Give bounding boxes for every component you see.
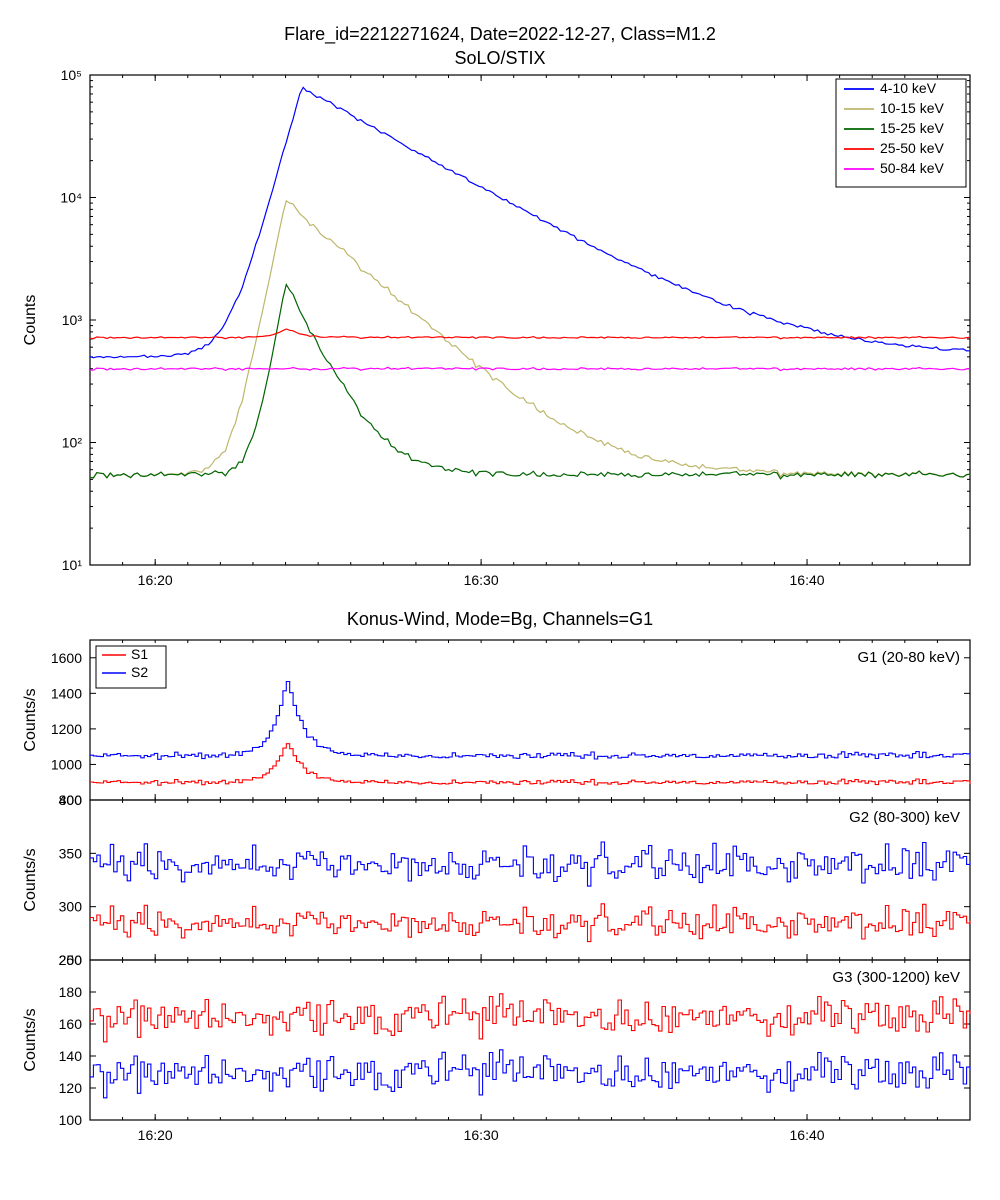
legend-item: S1 — [131, 646, 148, 662]
svg-text:10³: 10³ — [62, 312, 83, 328]
bottom-ylabel: Counts/s — [22, 848, 39, 911]
bottom-ylabel: Counts/s — [22, 1008, 39, 1071]
bottom-panel-1: 250300350400Counts/sG2 (80-300) keV — [22, 792, 970, 968]
svg-text:16:20: 16:20 — [138, 1127, 173, 1143]
svg-text:1000: 1000 — [51, 756, 82, 772]
bottom-panel-2: 100 120 140 160 180 200 16:20 16:30 16:40 Counts/… — [22, 952, 970, 1143]
bottom-series — [90, 904, 970, 942]
panel-label: G3 (300-1200) keV — [832, 969, 960, 986]
top-subtitle: SoLO/STIX — [454, 48, 545, 68]
svg-text:10⁵: 10⁵ — [61, 67, 82, 83]
bottom-title: Konus-Wind, Mode=Bg, Channels=G1 — [347, 609, 653, 629]
legend-item: 50-84 keV — [880, 160, 944, 176]
svg-text:10²: 10² — [62, 435, 83, 451]
svg-text:10⁴: 10⁴ — [60, 190, 82, 206]
legend-item: 4-10 keV — [880, 80, 937, 96]
svg-text:140: 140 — [59, 1048, 83, 1064]
top-panel: 10¹ 10² 10³ 10⁴ 10⁵ 16:20 16:30 16:40 Counts 4-10… — [22, 67, 970, 588]
series-25-50-keV — [90, 329, 970, 339]
bottom-ylabel: Counts/s — [22, 688, 39, 751]
svg-text:180: 180 — [59, 984, 83, 1000]
svg-text:100: 100 — [59, 1112, 83, 1128]
main-title: Flare_id=2212271624, Date=2022-12-27, Cl… — [284, 24, 716, 45]
svg-text:16:30: 16:30 — [464, 572, 499, 588]
svg-text:200: 200 — [59, 952, 83, 968]
bottom-panel-0: 8001000120014001600Counts/sG1 (20-80 keV… — [22, 640, 970, 808]
bottom-series — [90, 744, 970, 786]
svg-text:120: 120 — [59, 1080, 83, 1096]
legend-item: 25-50 keV — [880, 140, 944, 156]
legend-item: S2 — [131, 664, 148, 680]
series-15-25-keV — [90, 285, 970, 479]
series-50-84-keV — [90, 367, 970, 370]
legend-item: 10-15 keV — [880, 100, 944, 116]
svg-text:16:40: 16:40 — [790, 1127, 825, 1143]
bottom-series — [90, 682, 970, 760]
svg-text:1200: 1200 — [51, 721, 82, 737]
svg-text:300: 300 — [59, 899, 83, 915]
top-ylabel: Counts — [22, 295, 39, 346]
panel-label: G2 (80-300) keV — [849, 809, 960, 826]
series-10-15-keV — [90, 201, 970, 478]
svg-text:16:30: 16:30 — [464, 1127, 499, 1143]
bottom-series — [90, 994, 970, 1042]
bottom-series — [90, 1050, 970, 1098]
chart-root: Flare_id=2212271624, Date=2022-12-27, Cl… — [0, 0, 1000, 1200]
svg-text:350: 350 — [59, 845, 83, 861]
legend-item: 15-25 keV — [880, 120, 944, 136]
bottom-series — [90, 842, 970, 886]
svg-text:16:20: 16:20 — [138, 572, 173, 588]
svg-text:160: 160 — [59, 1016, 83, 1032]
svg-text:1600: 1600 — [51, 650, 82, 666]
svg-text:1400: 1400 — [51, 685, 82, 701]
svg-text:10¹: 10¹ — [62, 557, 83, 573]
panel-label: G1 (20-80 keV) — [857, 649, 960, 666]
svg-text:16:40: 16:40 — [790, 572, 825, 588]
svg-text:400: 400 — [59, 792, 83, 808]
